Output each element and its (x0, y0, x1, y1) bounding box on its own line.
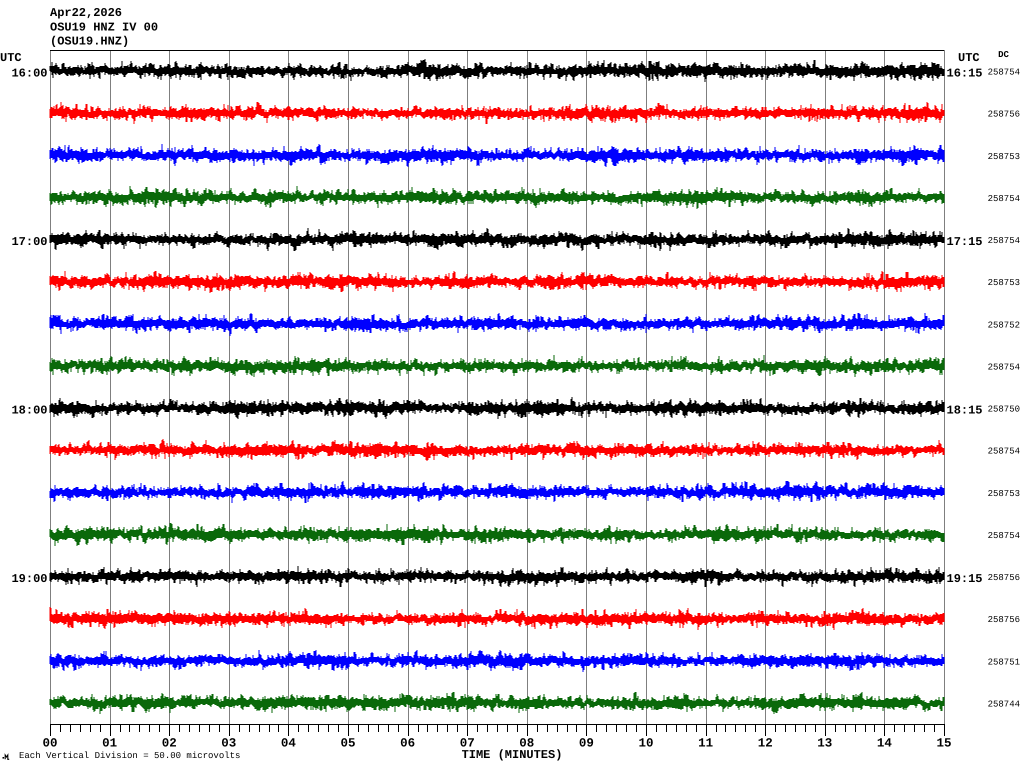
svg-text:16:00: 16:00 (11, 67, 47, 81)
svg-text:05: 05 (340, 737, 355, 751)
svg-text:258754: 258754 (988, 68, 1020, 78)
svg-text:258750: 258750 (988, 405, 1020, 415)
svg-text:12: 12 (758, 737, 773, 751)
svg-text:258754: 258754 (988, 531, 1020, 541)
svg-text:Apr22,2026: Apr22,2026 (50, 6, 122, 20)
svg-text:04: 04 (281, 737, 297, 751)
svg-text:07: 07 (460, 737, 475, 751)
svg-text:258752: 258752 (988, 320, 1020, 330)
svg-text:258753: 258753 (988, 152, 1020, 162)
svg-text:258744: 258744 (988, 699, 1020, 709)
svg-text:258753: 258753 (988, 278, 1020, 288)
svg-text:UTC: UTC (0, 51, 22, 65)
svg-text:03: 03 (221, 737, 236, 751)
svg-text:TIME (MINUTES): TIME (MINUTES) (462, 748, 563, 762)
svg-text:258754: 258754 (988, 447, 1020, 457)
svg-text:09: 09 (579, 737, 594, 751)
svg-text:DC: DC (998, 50, 1009, 60)
svg-text:10: 10 (638, 737, 653, 751)
svg-text:258754: 258754 (988, 362, 1020, 372)
svg-text:00: 00 (42, 737, 57, 751)
svg-text:258754: 258754 (988, 236, 1020, 246)
svg-text:13: 13 (817, 737, 832, 751)
svg-text:02: 02 (162, 737, 177, 751)
svg-text:17:15: 17:15 (947, 235, 983, 249)
svg-text:01: 01 (102, 737, 117, 751)
svg-text:08: 08 (519, 737, 534, 751)
svg-text:19:15: 19:15 (947, 572, 983, 586)
svg-text:11: 11 (698, 737, 713, 751)
svg-text:258753: 258753 (988, 489, 1020, 499)
svg-text:16:15: 16:15 (947, 67, 983, 81)
svg-text:UTC: UTC (958, 51, 980, 65)
svg-text:19:00: 19:00 (11, 572, 47, 586)
svg-text:17:00: 17:00 (11, 235, 47, 249)
svg-text:18:00: 18:00 (11, 404, 47, 418)
svg-text:18:15: 18:15 (947, 404, 983, 418)
svg-text:06: 06 (400, 737, 415, 751)
svg-text:258756: 258756 (988, 573, 1020, 583)
svg-text:14: 14 (877, 737, 893, 751)
svg-text:258756: 258756 (988, 110, 1020, 120)
svg-text:(OSU19.HNZ): (OSU19.HNZ) (50, 35, 129, 49)
svg-text:OSU19 HNZ IV 00: OSU19 HNZ IV 00 (50, 21, 158, 35)
svg-text:258751: 258751 (988, 657, 1020, 667)
svg-text:15: 15 (936, 737, 951, 751)
svg-text:Each Vertical Division = 50.0: Each Vertical Division = 50.00 microvolt… (19, 751, 240, 761)
svg-text:258754: 258754 (988, 194, 1020, 204)
svg-text:258756: 258756 (988, 615, 1020, 625)
